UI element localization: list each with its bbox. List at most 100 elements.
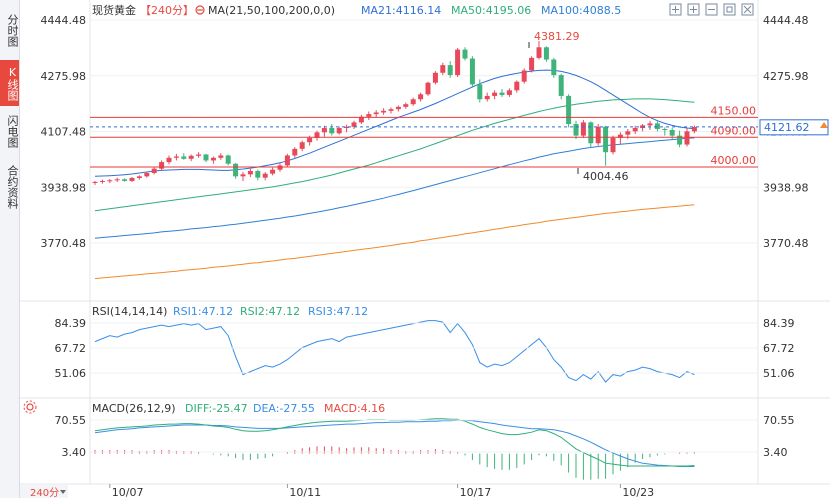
fullscreen-icon[interactable] [723, 3, 736, 16]
price-tick-left: 4444.48 [41, 14, 87, 27]
candle-body [366, 114, 372, 117]
rsi-tick-left: 51.06 [55, 367, 87, 380]
move-icon[interactable] [669, 3, 682, 16]
candle-body [233, 163, 239, 177]
macd-axis: 70.55 70.55 3.40 3.40 [55, 414, 795, 459]
candle-body [181, 156, 187, 159]
macd-tick-left: 70.55 [55, 414, 87, 427]
price-tick-right: 4444.48 [763, 14, 809, 27]
ma50-line [94, 98, 695, 212]
date-label: 10/07 [112, 486, 144, 498]
ma100-line [94, 137, 695, 239]
side-tab-bar: 分时图 K线图 闪电图 合约资料 [0, 0, 20, 498]
level-label: 4150.00 [711, 104, 757, 117]
zoom-out-icon[interactable] [705, 3, 718, 16]
candle-body [144, 173, 150, 177]
date-axis: 10/07 10/11 10/17 10/23 [109, 484, 654, 498]
zoom-in-icon[interactable] [687, 3, 700, 16]
candle-body [321, 128, 327, 133]
candle-body [92, 181, 98, 183]
price-tick-right: 3938.98 [763, 181, 809, 194]
date-label: 10/23 [622, 486, 654, 498]
candle-body [99, 180, 105, 182]
candle-body [425, 82, 431, 95]
candle-body [669, 130, 675, 136]
period-selector[interactable] [20, 485, 68, 498]
candle-body [551, 59, 557, 76]
candle-body [151, 168, 157, 174]
price-tick-left: 3938.98 [41, 181, 87, 194]
level-label: 4090.00 [711, 124, 757, 137]
candle-body [196, 154, 202, 156]
candle-body [536, 47, 542, 58]
candle-body [499, 92, 505, 95]
candle-body [654, 123, 660, 130]
ma200-line [94, 204, 695, 280]
candlesticks [92, 41, 697, 185]
moving-averages [94, 69, 695, 280]
candle-body [344, 126, 350, 129]
candle-body [543, 47, 549, 60]
tab-time-sharing[interactable]: 分时图 [6, 13, 19, 47]
price-tick-right: 3770.48 [763, 237, 809, 250]
tab-contract-info[interactable]: 合约资料 [6, 165, 19, 209]
candle-body [588, 122, 594, 144]
candle-body [129, 177, 135, 181]
current-price-tag [759, 119, 829, 136]
candle-body [462, 49, 468, 59]
rsi-tick-right: 67.72 [763, 342, 795, 355]
candle-body [270, 169, 276, 174]
date-label: 10/17 [460, 486, 492, 498]
candle-body [173, 156, 179, 158]
candle-body [159, 162, 165, 169]
price-tick-left: 4275.98 [41, 70, 87, 83]
candle-body [210, 157, 216, 161]
candle-body [455, 49, 461, 76]
settings-icon[interactable] [741, 3, 754, 16]
macd-settings-icon[interactable] [23, 400, 37, 414]
tab-kline[interactable]: K线图 [0, 60, 19, 106]
candle-body [469, 58, 475, 85]
candle-body [373, 112, 379, 115]
candle-body [203, 154, 209, 161]
rsi-title: RSI(14,14,14) [92, 305, 167, 318]
ma21-value: MA21:4116.14 [361, 4, 441, 17]
candle-body [477, 84, 483, 100]
candle-body [410, 99, 416, 105]
rsi-axis: 84.39 84.39 67.72 67.72 51.06 51.06 [55, 317, 795, 380]
rsi-tick-right: 84.39 [763, 317, 795, 330]
high-annotation: 4381.29 [534, 30, 580, 43]
candle-body [684, 131, 690, 145]
candle-body [262, 173, 268, 178]
candle-body [292, 148, 298, 156]
refresh-icon[interactable] [195, 5, 205, 15]
rsi3-value: RSI3:47.12 [308, 305, 368, 318]
candle-body [388, 109, 394, 111]
dif-line [94, 418, 695, 467]
rsi-tick-left: 67.72 [55, 342, 87, 355]
macd-dea-value: DEA:-27.55 [253, 402, 315, 415]
instrument-name: 现货黄金 [92, 3, 136, 17]
candle-body [225, 155, 231, 164]
candle-body [617, 134, 623, 138]
rsi1-value: RSI1:47.12 [173, 305, 233, 318]
candle-body [403, 104, 409, 107]
period-label: 【240分】 [140, 4, 194, 17]
candle-body [447, 65, 453, 76]
date-label: 10/11 [289, 486, 321, 498]
tab-flash-chart[interactable]: 闪电图 [6, 114, 19, 148]
price-alert-icon[interactable] [820, 122, 828, 128]
price-tick-left: 3770.48 [41, 237, 87, 250]
candle-body [558, 75, 564, 96]
candle-body [188, 155, 194, 159]
price-levels: 4150.00 4090.00 4000.00 [90, 104, 758, 168]
candle-body [255, 171, 261, 178]
macd-tick-right: 3.40 [763, 446, 788, 459]
chevron-down-icon[interactable] [60, 490, 66, 494]
rsi-tick-right: 51.06 [763, 367, 795, 380]
current-price-value: 4121.62 [764, 121, 810, 134]
macd-title: MACD(26,12,9) [92, 402, 176, 415]
candle-body [418, 94, 424, 100]
candle-body [691, 127, 697, 132]
